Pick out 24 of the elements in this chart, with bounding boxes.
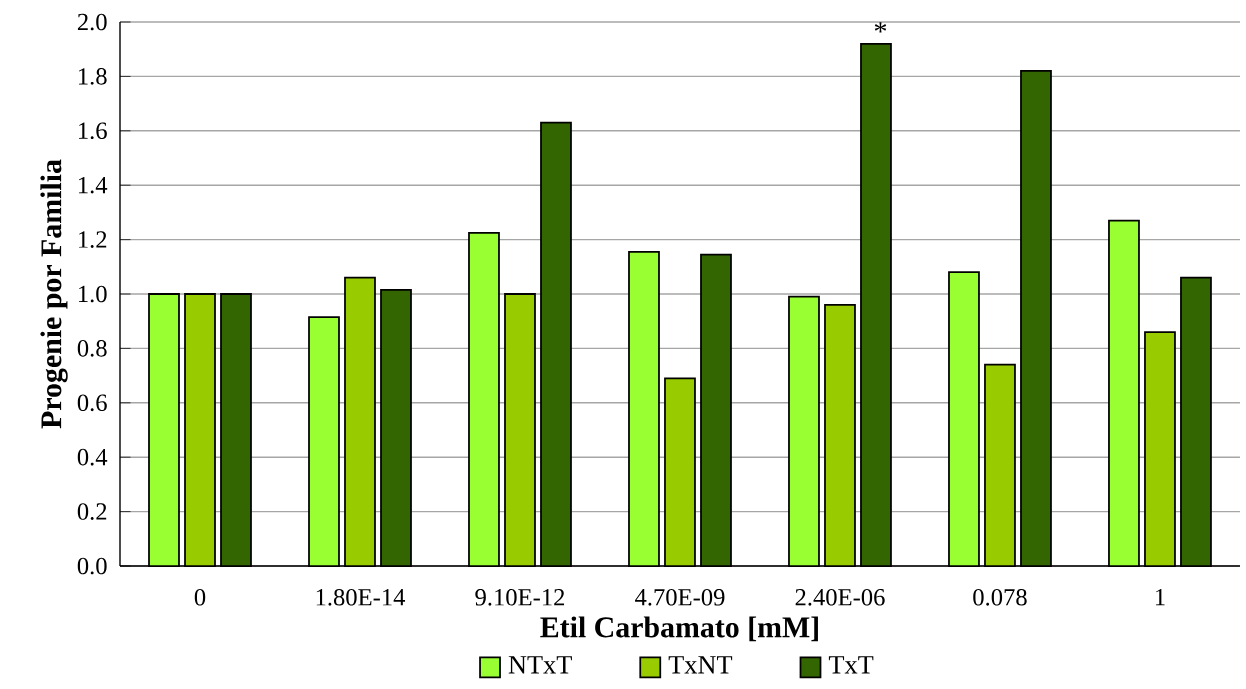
y-tick-label: 0.2 <box>77 503 107 520</box>
y-tick-label: 0.8 <box>77 340 107 357</box>
legend-label: TxNT <box>668 656 733 674</box>
x-axis-title: Etil Carbamato [mM] <box>540 616 818 642</box>
x-tick-label: 1 <box>1155 589 1165 606</box>
y-tick-label: 1.6 <box>78 122 107 140</box>
annotation: * <box>874 22 887 33</box>
y-tick-label: 2.0 <box>77 13 107 31</box>
x-tick-label: 0 <box>194 588 206 606</box>
y-tick-label: 0.0 <box>77 557 107 575</box>
y-tick-label: 1.4 <box>78 176 108 194</box>
x-tick-label: 4.70E-09 <box>635 588 725 606</box>
x-tick-label: 1.80E-14 <box>316 588 406 606</box>
y-tick-label: 1.2 <box>78 231 107 248</box>
y-tick-label: 0.6 <box>77 394 107 412</box>
y-axis-title: Progenie por Familia <box>40 159 68 429</box>
x-tick-label: 2.40E-06 <box>795 588 885 606</box>
legend-label: TxT <box>828 656 874 674</box>
x-tick-label: 9.10E-12 <box>475 588 565 606</box>
x-tick-label: 0.078 <box>973 588 1027 606</box>
y-tick-label: 1.0 <box>78 285 107 303</box>
y-tick-label: 0.4 <box>77 448 108 466</box>
y-tick-label: 1.8 <box>78 68 107 85</box>
legend-label: NTxT <box>508 656 572 674</box>
